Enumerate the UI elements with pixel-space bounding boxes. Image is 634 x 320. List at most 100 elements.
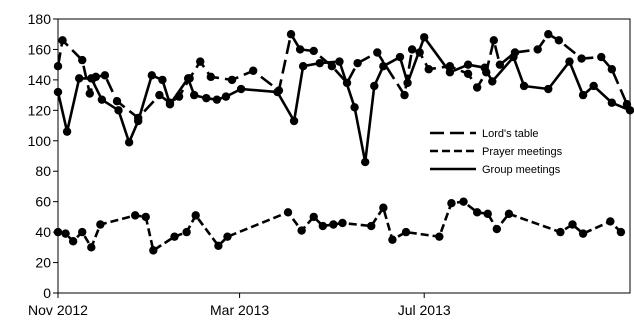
data-point-prayer-meetings — [78, 227, 87, 237]
x-tick-label: Jul 2013 — [398, 302, 451, 318]
data-point-prayer-meetings — [96, 220, 105, 229]
data-point-prayer-meetings — [223, 232, 232, 241]
data-point-group-meetings — [134, 116, 143, 126]
series-line-group-meetings — [56, 35, 631, 164]
data-point-lord-s-table — [373, 48, 382, 57]
data-point-lord-s-table — [227, 75, 237, 85]
data-point-prayer-meetings — [367, 221, 376, 231]
data-point-prayer-meetings — [318, 221, 328, 231]
data-point-group-meetings — [202, 93, 211, 103]
data-point-lord-s-table — [472, 83, 482, 92]
data-point-lord-s-table — [407, 45, 417, 54]
data-point-group-meetings — [74, 74, 84, 83]
data-point-prayer-meetings — [214, 241, 223, 251]
data-point-lord-s-table — [463, 69, 473, 79]
data-point-lord-s-table — [286, 30, 296, 39]
data-point-group-meetings — [370, 81, 379, 91]
data-point-group-meetings — [165, 100, 175, 109]
data-point-group-meetings — [625, 106, 634, 115]
data-point-group-meetings — [607, 98, 617, 107]
data-point-group-meetings — [221, 92, 231, 101]
y-tick-label: 140 — [28, 72, 52, 88]
series-line-prayer-meetings — [57, 200, 622, 252]
data-point-lord-s-table — [607, 65, 617, 74]
data-point-lord-s-table — [327, 61, 337, 71]
data-point-prayer-meetings — [401, 227, 411, 237]
data-point-group-meetings — [158, 75, 167, 85]
data-point-group-meetings — [53, 87, 63, 97]
data-point-lord-s-table — [489, 36, 499, 45]
data-point-lord-s-table — [544, 30, 553, 39]
data-point-group-meetings — [147, 71, 157, 80]
data-point-prayer-meetings — [435, 232, 444, 241]
data-point-prayer-meetings — [472, 208, 482, 217]
data-point-lord-s-table — [295, 45, 305, 54]
data-point-lord-s-table — [597, 52, 606, 62]
data-point-group-meetings — [189, 90, 199, 100]
data-point-lord-s-table — [100, 71, 110, 80]
data-point-prayer-meetings — [379, 203, 388, 212]
y-tick-label: 160 — [28, 41, 52, 57]
data-point-lord-s-table — [495, 60, 505, 69]
data-point-lord-s-table — [85, 89, 94, 98]
data-point-lord-s-table — [533, 45, 542, 54]
data-point-prayer-meetings — [578, 229, 588, 238]
data-point-prayer-meetings — [504, 209, 514, 219]
chart-axes: 0 20 40 60 80 100 120 140 160 180 Nov 2012 Mar 2013… — [28, 11, 631, 318]
data-point-lord-s-table — [309, 46, 318, 56]
y-tick-label: 40 — [35, 224, 51, 240]
data-point-lord-s-table — [155, 90, 164, 100]
data-point-prayer-meetings — [616, 227, 626, 237]
data-point-group-meetings — [183, 74, 193, 83]
x-tick-label: Nov 2012 — [28, 302, 88, 318]
data-point-group-meetings — [350, 103, 359, 112]
data-point-lord-s-table — [554, 36, 564, 45]
legend-label-lord-s-table: Lord's table — [482, 128, 539, 140]
data-point-prayer-meetings — [606, 217, 615, 226]
data-point-group-meetings — [509, 52, 518, 62]
data-point-prayer-meetings — [53, 227, 63, 237]
data-point-group-meetings — [315, 58, 324, 68]
y-tick-label: 180 — [28, 11, 52, 27]
data-point-group-meetings — [519, 81, 529, 91]
data-point-prayer-meetings — [68, 237, 78, 246]
data-point-lord-s-table — [112, 97, 122, 106]
data-point-group-meetings — [395, 52, 405, 62]
data-point-group-meetings — [480, 63, 489, 72]
data-point-prayer-meetings — [556, 227, 565, 237]
data-point-prayer-meetings — [309, 212, 318, 222]
data-point-group-meetings — [420, 33, 429, 42]
data-point-prayer-meetings — [130, 211, 140, 220]
data-point-group-meetings — [97, 95, 107, 104]
x-tick-label: Mar 2013 — [210, 302, 269, 318]
data-point-lord-s-table — [78, 55, 87, 65]
data-point-group-meetings — [212, 95, 222, 104]
data-point-prayer-meetings — [61, 229, 70, 238]
data-point-group-meetings — [236, 84, 246, 94]
data-point-group-meetings — [379, 61, 388, 71]
data-point-prayer-meetings — [149, 246, 158, 255]
data-point-prayer-meetings — [459, 197, 468, 206]
data-point-group-meetings — [289, 116, 299, 126]
data-point-prayer-meetings — [170, 232, 179, 241]
data-point-lord-s-table — [196, 57, 205, 66]
data-point-prayer-meetings — [338, 218, 347, 228]
data-point-group-meetings — [463, 60, 473, 69]
data-point-group-meetings — [445, 68, 455, 77]
data-point-group-meetings — [273, 87, 282, 97]
data-point-group-meetings — [565, 57, 574, 66]
data-point-prayer-meetings — [329, 220, 338, 229]
y-tick-label: 80 — [35, 163, 51, 179]
data-point-group-meetings — [589, 81, 598, 91]
data-point-lord-s-table — [400, 90, 409, 100]
data-point-group-meetings — [544, 84, 553, 94]
data-point-lord-s-table — [58, 36, 67, 45]
data-point-prayer-meetings — [182, 227, 191, 237]
data-point-prayer-meetings — [568, 220, 577, 229]
y-tick-label: 20 — [35, 255, 51, 271]
data-point-lord-s-table — [577, 54, 586, 63]
data-point-prayer-meetings — [191, 211, 200, 220]
data-point-lord-s-table — [206, 72, 216, 82]
y-tick-label: 60 — [35, 194, 51, 210]
data-point-lord-s-table — [424, 65, 433, 74]
